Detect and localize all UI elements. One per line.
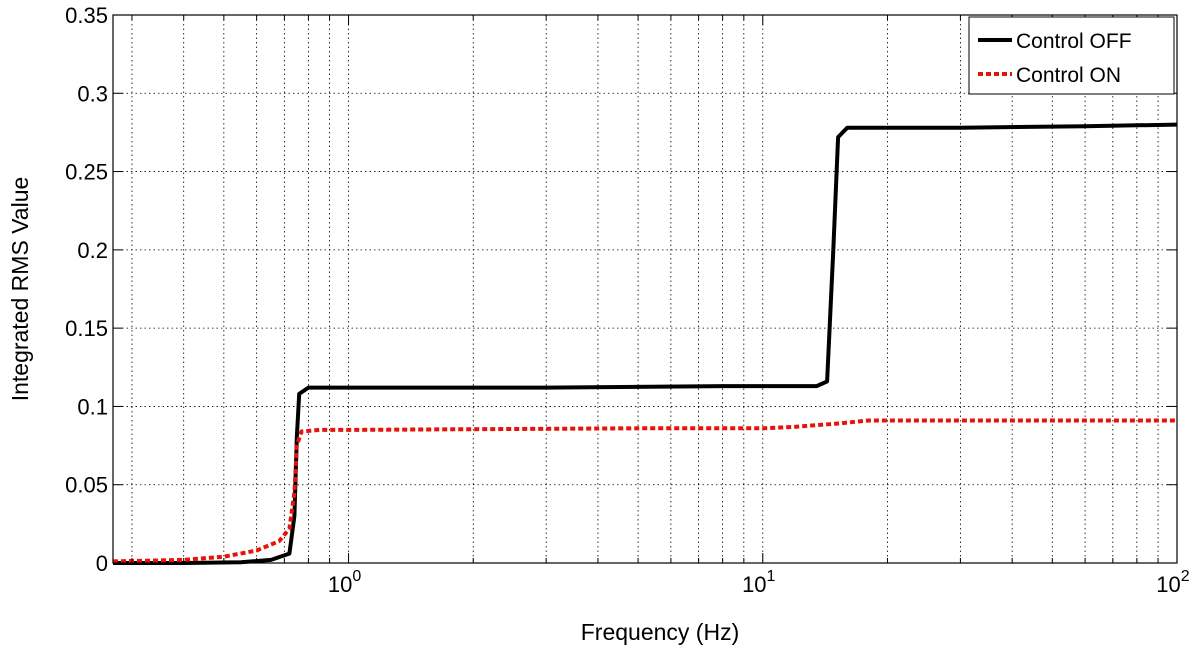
y-tick-label: 0.3 [77, 81, 108, 106]
series-line-control-on [112, 418, 1177, 564]
series-line-control-off [113, 122, 1178, 565]
legend: Control OFF Control ON [968, 16, 1175, 95]
y-tick-label: 0.1 [77, 394, 108, 419]
y-tick-label: 0.2 [77, 238, 108, 263]
y-tick-label: 0 [96, 551, 108, 576]
x-tick-label: 100 [328, 568, 361, 597]
plot-series [112, 122, 1178, 565]
x-tick-label-exponent: 1 [767, 568, 776, 585]
plot-frame [112, 14, 1178, 564]
x-tick-label-base: 10 [328, 572, 352, 597]
x-tick-label-exponent: 0 [352, 568, 361, 585]
x-tick-label: 101 [742, 568, 775, 597]
y-tick-label: 0.15 [65, 316, 108, 341]
grid [113, 15, 1177, 563]
x-axis-label: Frequency (Hz) [581, 619, 739, 645]
y-tick-label: 0.25 [65, 160, 108, 185]
x-tick-label-exponent: 2 [1181, 568, 1190, 585]
x-tick-label: 102 [1156, 568, 1189, 597]
y-tick-label: 0.35 [65, 3, 108, 28]
legend-box [968, 16, 1175, 95]
legend-label-control-off: Control OFF [1016, 30, 1132, 53]
x-tick-label-base: 10 [742, 572, 766, 597]
legend-label-control-on: Control ON [1016, 64, 1121, 87]
x-tick-label-base: 10 [1156, 572, 1180, 597]
y-axis-label: Integrated RMS Value [7, 177, 33, 402]
y-tick-label: 0.05 [65, 473, 108, 498]
